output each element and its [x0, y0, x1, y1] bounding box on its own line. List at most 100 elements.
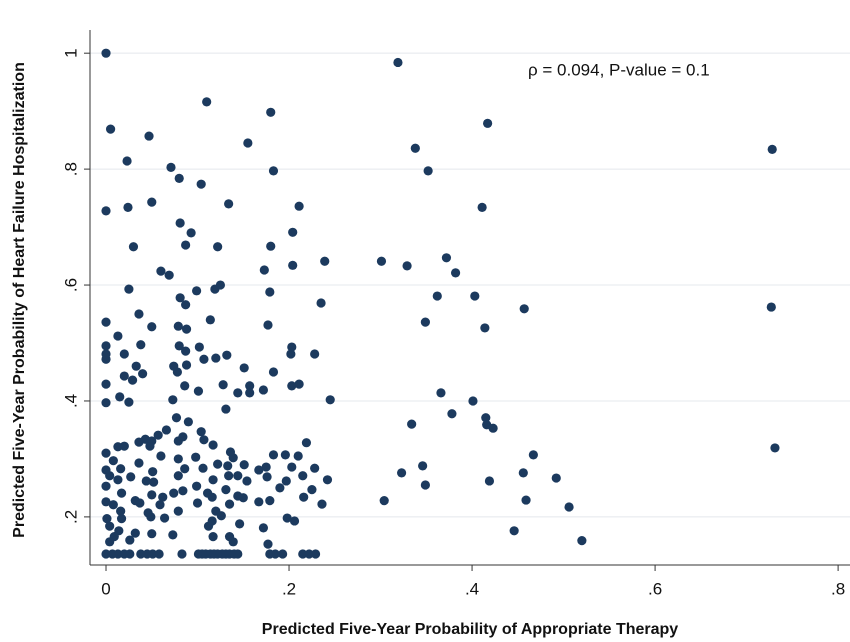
point	[280, 450, 290, 460]
point	[134, 437, 144, 447]
point	[101, 481, 111, 491]
point	[159, 513, 170, 523]
point	[468, 396, 478, 406]
point	[299, 492, 309, 502]
point	[294, 201, 304, 211]
point	[105, 537, 115, 547]
point	[298, 471, 308, 481]
point	[125, 549, 135, 559]
point	[213, 459, 223, 469]
point	[211, 353, 221, 363]
point	[287, 381, 297, 391]
point	[101, 398, 111, 408]
point	[116, 464, 126, 474]
point	[263, 539, 273, 549]
point	[174, 173, 184, 183]
point	[294, 379, 304, 389]
point	[181, 300, 191, 310]
point	[101, 379, 111, 389]
point	[128, 242, 139, 252]
point	[164, 270, 174, 280]
point	[265, 496, 275, 506]
point	[261, 462, 271, 472]
point	[396, 468, 407, 478]
point	[488, 423, 498, 433]
point	[233, 388, 243, 398]
x-tick-label: .4	[465, 579, 479, 598]
point	[418, 461, 428, 471]
point	[180, 381, 190, 391]
point	[158, 492, 168, 502]
point	[125, 535, 135, 545]
point	[551, 473, 561, 483]
point	[577, 536, 587, 546]
y-tick-label: .2	[61, 510, 80, 524]
point	[258, 523, 269, 533]
point	[141, 476, 151, 486]
point	[282, 513, 292, 523]
point	[134, 458, 144, 468]
x-tick-label: .8	[831, 579, 845, 598]
point	[228, 537, 238, 547]
point	[173, 321, 183, 331]
point	[288, 227, 298, 237]
point	[316, 298, 326, 308]
point	[148, 549, 158, 559]
point	[136, 340, 146, 350]
y-tick-label: .6	[61, 278, 80, 292]
point	[275, 483, 285, 493]
point	[173, 506, 183, 516]
annotation: ρ = 0.094, P-value = 0.1	[528, 60, 710, 79]
point	[113, 549, 123, 559]
x-tick-label: .6	[648, 579, 662, 598]
point	[166, 162, 176, 172]
point	[307, 485, 317, 495]
point	[199, 435, 209, 445]
point	[122, 156, 132, 166]
y-tick-label: .4	[61, 394, 80, 408]
point	[233, 471, 243, 481]
point	[447, 409, 457, 419]
point	[376, 256, 387, 266]
point	[281, 476, 291, 486]
point	[228, 453, 238, 463]
point	[124, 284, 134, 294]
point	[310, 349, 320, 359]
point	[113, 331, 123, 341]
point	[263, 320, 273, 330]
point	[116, 506, 126, 516]
point	[564, 502, 574, 512]
point	[202, 97, 212, 107]
point	[521, 495, 531, 505]
point	[147, 490, 157, 500]
point	[301, 438, 312, 448]
point	[233, 549, 243, 559]
point	[287, 342, 297, 352]
point	[245, 381, 255, 391]
point	[470, 291, 480, 301]
point	[278, 549, 288, 559]
point	[221, 404, 231, 414]
point	[259, 265, 269, 275]
point	[268, 450, 279, 460]
point	[239, 460, 249, 470]
point	[175, 218, 185, 228]
point	[101, 317, 111, 327]
point	[173, 436, 183, 446]
point	[149, 477, 159, 487]
point	[243, 138, 253, 148]
point	[222, 350, 232, 360]
point	[216, 511, 226, 521]
point	[181, 324, 192, 334]
point	[147, 529, 157, 539]
point	[172, 367, 182, 377]
point	[191, 452, 201, 462]
point	[481, 413, 491, 423]
point	[130, 528, 140, 538]
x-tick-label: .2	[282, 579, 296, 598]
point	[194, 342, 204, 352]
point	[441, 253, 452, 263]
point	[262, 472, 272, 482]
point	[325, 395, 335, 405]
point	[192, 481, 202, 491]
